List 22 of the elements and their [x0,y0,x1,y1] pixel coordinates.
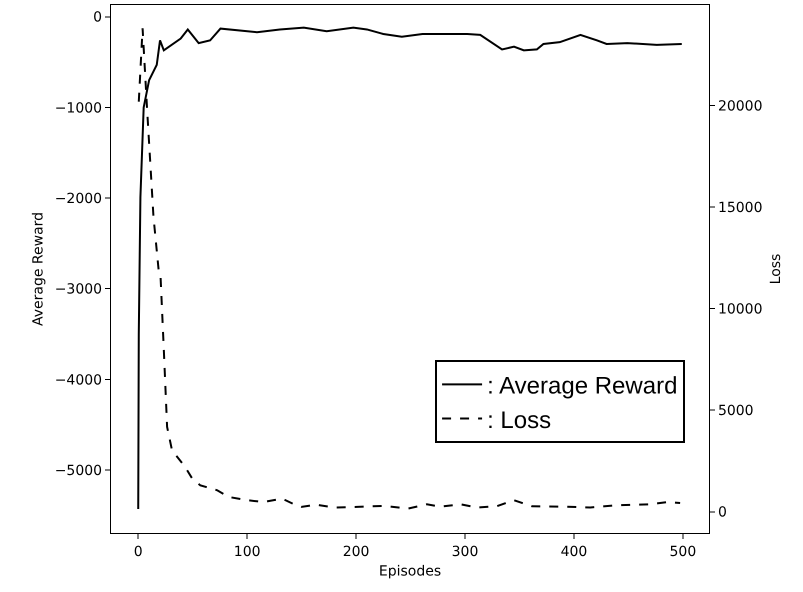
x-axis-title: Episodes [378,563,442,580]
x-tick-label: 200 [342,544,370,560]
x-tick-label: 400 [560,544,588,560]
y2-tick-label: 5000 [718,403,754,420]
y-tick-label: −2000 [54,190,102,207]
legend-label: : Loss [487,406,552,434]
y-axis-title: Average Reward [30,212,46,326]
y2-tick-label: 0 [718,504,727,521]
y-tick-label: 0 [93,10,102,26]
y2-axis-title: Loss [768,254,784,284]
x-tick-label: 500 [669,544,696,560]
x-tick-label: 100 [234,544,261,560]
y2-tick-label: 15000 [718,200,762,216]
x-tick-label: 0 [134,544,143,560]
y-tick-label: −3000 [54,282,102,298]
y-tick-label: −1000 [54,100,102,116]
y-tick-label: −4000 [54,372,102,388]
y2-tick-label: 10000 [718,302,762,318]
x-tick-label: 300 [452,544,478,560]
legend-label: : Average Reward [487,372,678,400]
y2-tick-label: 20000 [718,98,762,114]
y-tick-label: −5000 [54,462,102,479]
